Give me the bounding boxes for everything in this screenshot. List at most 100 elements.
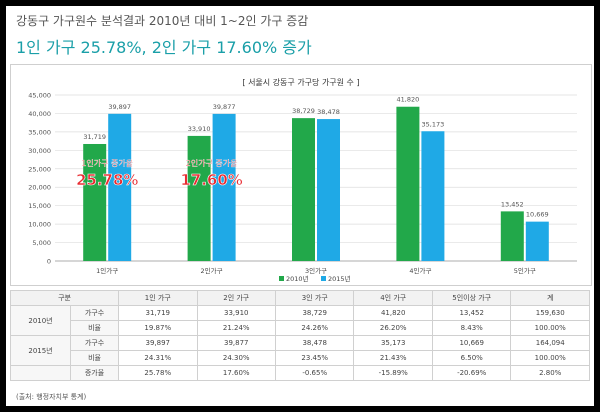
table-cell: 41,820 — [353, 305, 433, 321]
table-cell: 8.43% — [431, 320, 512, 336]
bar-2010 — [396, 106, 420, 261]
table-cell: 33,910 — [196, 305, 276, 321]
table-cell: 17.60% — [196, 365, 276, 381]
table-cell: 26.20% — [353, 320, 433, 336]
y-tick-label: 20,000 — [28, 184, 51, 192]
data-label: 39,897 — [108, 103, 131, 111]
table-header-cell: 계 — [510, 290, 590, 306]
empty-cell — [10, 365, 71, 381]
legend-label: 2010년 — [286, 274, 309, 283]
row-label-cell: 가구수 — [69, 335, 120, 351]
bar-2010 — [500, 211, 524, 261]
bar-2010 — [187, 135, 211, 261]
bar-2015 — [525, 221, 549, 261]
page-heading: 강동구 가구원수 분석결과 2010년 대비 1~2인 가구 증감 — [16, 14, 309, 28]
data-label: 13,452 — [501, 200, 524, 208]
table-cell: 164,094 — [510, 335, 590, 351]
year-cell: 2015년 — [10, 335, 71, 366]
source-note: (출처: 행정자치부 통계) — [16, 393, 87, 401]
data-label: 10,669 — [526, 211, 549, 219]
bar-chart: [ 서울시 강동구 가구당 가구원 수 ] 0 5,000 10,000 15,000 2… — [28, 77, 577, 283]
data-label: 31,719 — [83, 133, 106, 141]
x-tick-label: 4인가구 — [409, 266, 431, 275]
table-cell: 19.87% — [118, 320, 198, 336]
legend-label: 2015년 — [328, 274, 351, 283]
data-label: 38,478 — [317, 108, 340, 116]
y-tick-label: 0 — [47, 258, 51, 266]
bar-2015 — [212, 113, 236, 261]
data-label: 41,820 — [397, 96, 420, 104]
row-label-cell: 비율 — [69, 320, 120, 336]
growth-annotation-label: 1인가구 증가율 — [81, 158, 133, 168]
table-header-cell: 2인 가구 — [196, 290, 276, 306]
y-tick-label: 40,000 — [28, 110, 51, 118]
table-cell: -15.89% — [353, 365, 433, 381]
table-cell: -20.69% — [431, 365, 512, 381]
bar-2010 — [83, 143, 107, 261]
x-tick-label: 3인가구 — [305, 266, 327, 275]
table-cell: -0.65% — [274, 365, 355, 381]
table-header-cell: 5인이상 가구 — [431, 290, 512, 306]
table-cell: 38,478 — [274, 335, 355, 351]
chart-title: [ 서울시 강동구 가구당 가구원 수 ] — [242, 77, 359, 87]
y-tick-label: 30,000 — [28, 147, 51, 155]
y-tick-label: 35,000 — [28, 128, 51, 136]
table-cell: 21.24% — [196, 320, 276, 336]
table-cell: 39,897 — [118, 335, 198, 351]
table-header-cell: 3인 가구 — [274, 290, 355, 306]
legend-swatch — [279, 276, 284, 281]
y-tick-label: 10,000 — [28, 221, 51, 229]
table-body: 2010년 가구수 31,719 33,910 38,729 41,820 13,452 15… — [10, 305, 590, 381]
growth-annotation-value: 25.78% — [76, 171, 138, 189]
table-row: 2010년 가구수 31,719 33,910 38,729 41,820 13,452 15… — [10, 305, 590, 336]
table-row: 비율 24.31% 24.30% 23.45% 21.43% 6.50% 100.00% — [11, 350, 590, 366]
data-label: 35,173 — [422, 120, 445, 128]
table-cell: 100.00% — [510, 350, 590, 366]
data-label: 39,877 — [213, 103, 236, 111]
table-cell: 39,877 — [196, 335, 276, 351]
growth-annotation-value: 17.60% — [180, 171, 242, 189]
page-subheading: 1인 가구 25.78%, 2인 가구 17.60% 증가 — [16, 38, 312, 57]
table-cell: 24.31% — [118, 350, 198, 366]
x-tick-label: 5인가구 — [514, 266, 536, 275]
bar-2015 — [421, 131, 445, 261]
bar-2015 — [108, 113, 132, 261]
growth-annotation-label: 2인가구 증가율 — [186, 158, 238, 168]
y-tick-label: 25,000 — [28, 165, 51, 173]
table-header-cell: 구분 — [9, 290, 120, 306]
data-label: 38,729 — [292, 107, 315, 115]
table-row: 비율 19.87% 21.24% 24.26% 26.20% 8.43% 100.00% — [11, 320, 590, 336]
y-tick-label: 45,000 — [28, 92, 51, 100]
x-tick-label: 1인가구 — [96, 266, 118, 275]
table-cell: 24.30% — [196, 350, 276, 366]
table-row: 2015년 가구수 39,897 39,877 38,478 35,173 10,669 16… — [10, 335, 590, 366]
table-cell: 21.43% — [353, 350, 433, 366]
year-cell: 2010년 — [10, 305, 71, 336]
table-row: 증가율 25.78% 17.60% -0.65% -15.89% -20.69% 2.80% — [10, 365, 590, 381]
table-cell: 10,669 — [431, 335, 512, 351]
table-cell: 23.45% — [274, 350, 355, 366]
row-label-cell: 비율 — [69, 350, 120, 366]
chart-container: [ 서울시 강동구 가구당 가구원 수 ] 0 5,000 10,000 15,000 2… — [10, 64, 592, 286]
table-cell: 13,452 — [431, 305, 512, 321]
table-cell: 24.26% — [274, 320, 355, 336]
table-header-row: 구분 1인 가구 2인 가구 3인 가구 4인 가구 5인이상 가구 계 — [9, 290, 590, 306]
table-cell: 38,729 — [274, 305, 355, 321]
infographic: 강동구 가구원수 분석결과 2010년 대비 1~2인 가구 증감 1인 가구 … — [6, 6, 594, 406]
table-cell: 159,630 — [510, 305, 590, 321]
table-cell: 35,173 — [353, 335, 433, 351]
table-cell: 100.00% — [510, 320, 590, 336]
table-cell: 31,719 — [118, 305, 198, 321]
table-header-cell: 4인 가구 — [353, 290, 433, 306]
table-cell: 25.78% — [118, 365, 198, 381]
legend-swatch — [321, 276, 326, 281]
data-label: 33,910 — [188, 125, 211, 133]
statistics-table: 구분 1인 가구 2인 가구 3인 가구 4인 가구 5인이상 가구 계 2010년 가구수 3… — [9, 290, 590, 381]
y-tick-label: 5,000 — [32, 239, 51, 247]
table-cell: 2.80% — [510, 365, 590, 381]
table-header-cell: 1인 가구 — [118, 290, 198, 306]
row-label-cell: 가구수 — [69, 305, 120, 321]
bar-2015 — [317, 119, 340, 261]
table-cell: 6.50% — [431, 350, 512, 366]
row-label-cell: 증가율 — [69, 365, 120, 381]
